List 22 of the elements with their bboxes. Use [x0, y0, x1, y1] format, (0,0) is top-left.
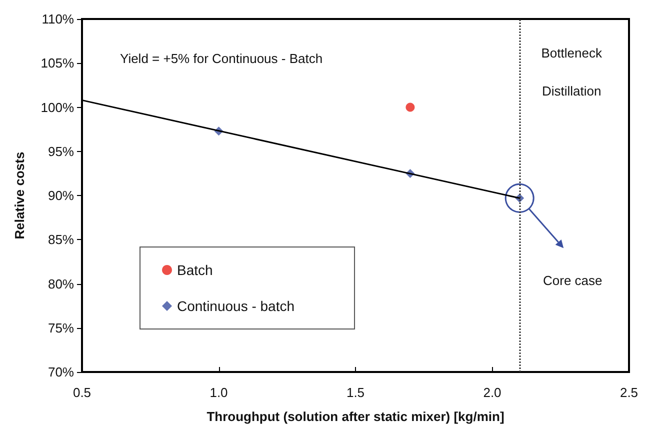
x-tick-label: 2.5 [620, 385, 638, 400]
y-tick-label: 100% [40, 100, 74, 115]
y-tick-label: 110% [42, 12, 74, 26]
y-tick-label: 85% [48, 232, 74, 248]
y-tick-label: 70% [48, 364, 74, 380]
annotation: Core case [543, 273, 602, 288]
y-tick-label: 75% [48, 320, 74, 336]
y-tick-label: 105% [40, 56, 74, 71]
y-axis-title: Relative costs [12, 152, 27, 240]
y-tick-label: 95% [48, 144, 74, 159]
x-tick-label: 0.5 [72, 385, 92, 400]
x-tick-label: 1.0 [210, 385, 228, 400]
x-tick-label: 1.5 [346, 385, 365, 400]
point [406, 102, 415, 112]
text: Bottleneck Distillation [541, 46, 602, 98]
y-tick-label: 90% [48, 188, 74, 203]
x-tick-label: 2.0 [483, 385, 502, 400]
annotation: Yield = +5% for Continuous - Batch [120, 51, 323, 66]
legend-label: Continuous - batch [177, 298, 295, 314]
legend-label: Batch [177, 262, 213, 278]
x-axis-title: Throughput (solution after static mixer) [kg/min] [206, 409, 504, 424]
y-tick-label: 80% [48, 276, 74, 292]
